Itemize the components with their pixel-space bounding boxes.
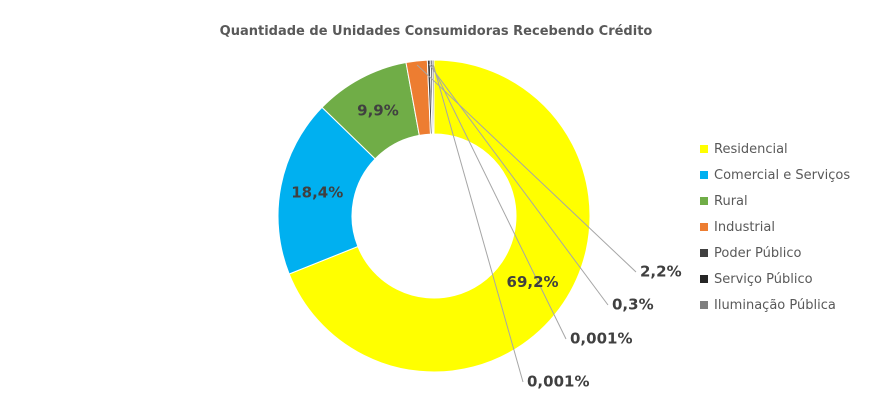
legend-label: Comercial e Serviços (714, 167, 851, 183)
chart-title: Quantidade de Unidades Consumidoras Rece… (219, 24, 653, 39)
leader-line-iluminacao-publica (432, 63, 524, 383)
data-label-residencial: 69,2% (507, 273, 559, 291)
legend-item-industrial: Industrial (700, 214, 850, 240)
legend-item-iluminacao-publica: Iluminação Pública (700, 292, 850, 318)
slices-group (277, 59, 591, 373)
legend-swatch (700, 275, 708, 283)
legend-label: Industrial (714, 219, 775, 235)
leader-line-servico-publico (430, 63, 567, 340)
legend-swatch (700, 197, 708, 205)
data-label-rural: 9,9% (357, 102, 399, 120)
slice-comercial-e-servicos (277, 106, 376, 275)
data-labels-group: 69,2% 18,4% 9,9% 2,2% 0,3% 0,001% 0,001% (291, 102, 681, 391)
data-label-servico-publico: 0,001% (570, 330, 632, 348)
legend-swatch (700, 301, 708, 309)
legend-item-rural: Rural (700, 188, 850, 214)
legend: Residencial Comercial e Serviços Rural Indu… (700, 136, 850, 318)
legend-swatch (700, 171, 708, 179)
legend-swatch (700, 249, 708, 257)
legend-label: Residencial (714, 141, 788, 157)
legend-item-comercial-e-servicos: Comercial e Serviços (700, 162, 850, 188)
leader-line-industrial (416, 64, 637, 273)
leader-lines-group (416, 63, 637, 383)
legend-item-residencial: Residencial (700, 136, 850, 162)
legend-label: Iluminação Pública (714, 297, 836, 313)
legend-label: Poder Público (714, 245, 802, 261)
legend-label: Serviço Público (714, 271, 813, 287)
data-label-industrial: 2,2% (640, 263, 682, 281)
legend-swatch (700, 145, 708, 153)
data-label-iluminacao-publica: 0,001% (527, 373, 589, 391)
legend-item-servico-publico: Serviço Público (700, 266, 850, 292)
slice-residencial (288, 59, 591, 373)
legend-label: Rural (714, 193, 748, 209)
legend-item-poder-publico: Poder Público (700, 240, 850, 266)
data-label-comercial-e-servicos: 18,4% (291, 183, 343, 201)
slice-iluminacao-publica (431, 59, 435, 135)
leader-line-poder-publico (428, 63, 609, 306)
data-label-poder-publico: 0,3% (612, 296, 654, 314)
legend-swatch (700, 223, 708, 231)
